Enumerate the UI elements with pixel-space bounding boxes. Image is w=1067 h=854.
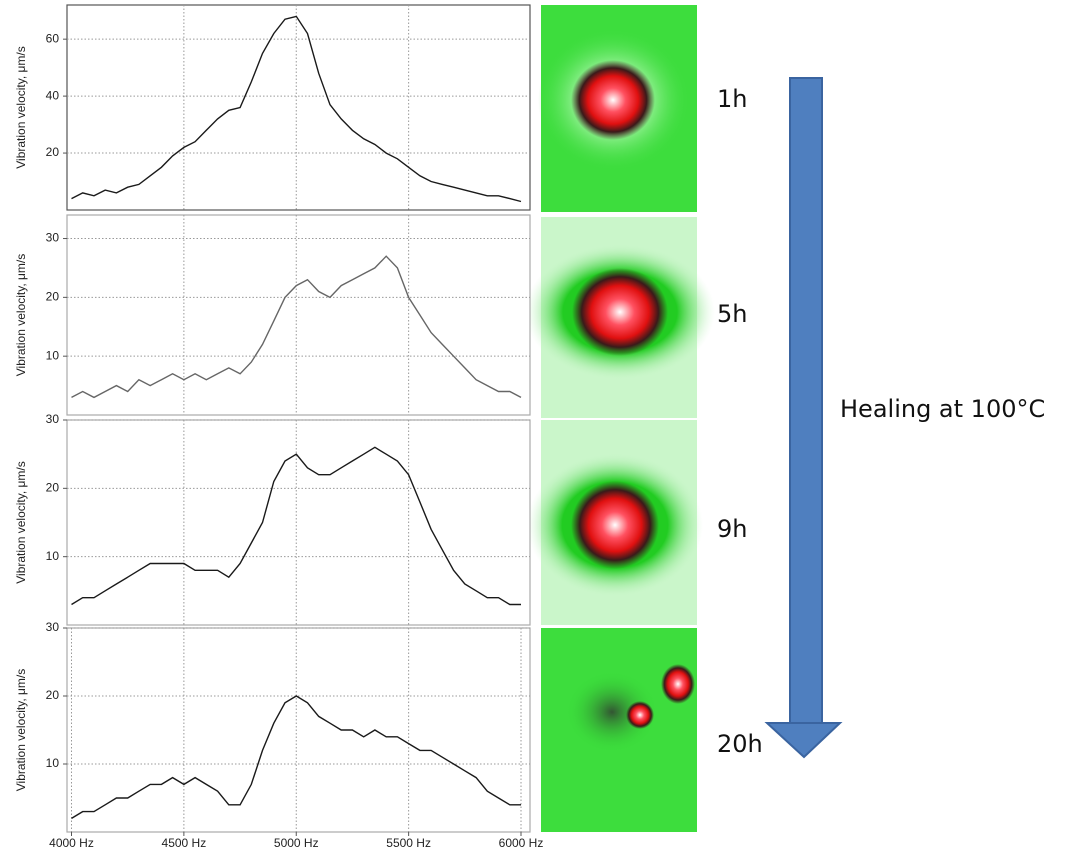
plot-area <box>66 627 531 833</box>
time-label: 9h <box>717 515 747 543</box>
data-line <box>71 446 521 606</box>
plot-area <box>66 419 531 626</box>
y-tick-label: 40 <box>46 88 60 102</box>
data-line <box>71 255 522 399</box>
y-tick-label: 10 <box>46 348 60 362</box>
x-tick-label: 4000 Hz <box>49 836 94 850</box>
y-axis-label: Vibration velocity, μm/s <box>14 669 28 792</box>
y-tick-label: 30 <box>46 620 60 634</box>
y-tick-label: 10 <box>46 756 60 770</box>
y-tick-label: 10 <box>46 549 60 563</box>
y-tick-label: 20 <box>46 688 60 702</box>
y-tick-label: 20 <box>46 145 60 159</box>
heatmap-4 <box>541 628 697 832</box>
time-label: 20h <box>717 730 763 758</box>
heatmap-1 <box>538 5 697 212</box>
plot-area <box>66 4 531 211</box>
chart: 20 40 60 Vibration velocity, μm/s <box>14 4 531 211</box>
y-tick-label: 30 <box>46 412 60 426</box>
arrow <box>764 77 843 759</box>
y-tick-label: 20 <box>46 290 60 304</box>
y-axis-label: Vibration velocity, μm/s <box>14 254 28 377</box>
data-line <box>71 695 521 819</box>
time-label: 5h <box>717 300 747 328</box>
arrow-label: Healing at 100°C <box>840 395 1045 423</box>
heatmap-3 <box>527 420 703 625</box>
y-axis-label: Vibration velocity, μm/s <box>14 46 28 169</box>
y-tick-label: 30 <box>46 231 60 245</box>
x-tick-label: 5500 Hz <box>386 836 431 850</box>
y-tick-label: 60 <box>46 31 60 45</box>
plot-area <box>66 214 531 416</box>
time-label: 1h <box>717 85 747 113</box>
heatmap-2 <box>525 217 715 418</box>
y-axis-label: Vibration velocity, μm/s <box>14 461 28 584</box>
x-tick-label: 5000 Hz <box>274 836 319 850</box>
chart: 10 20 30 4000 Hz 4500 Hz 5000 Hz 5500 Hz 6000 H… <box>14 620 543 850</box>
y-tick-label: 20 <box>46 481 60 495</box>
x-tick-label: 4500 Hz <box>162 836 207 850</box>
data-line <box>71 15 522 203</box>
x-tick-label: 6000 Hz <box>499 836 544 850</box>
chart: 10 20 30 Vibration velocity, μm/s <box>14 214 531 416</box>
chart: 10 20 30 Vibration velocity, μm/s <box>14 412 531 626</box>
